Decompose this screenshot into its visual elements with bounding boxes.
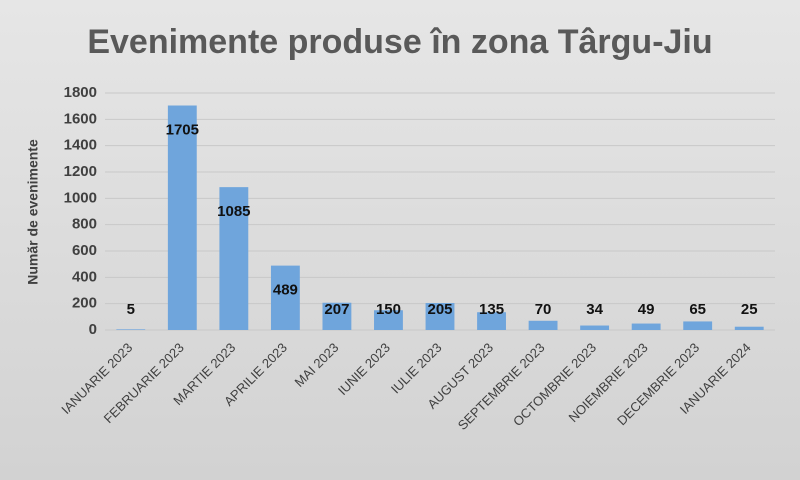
y-tick-label: 1600 [64, 110, 97, 127]
chart-title: Evenimente produse în zona Târgu-Jiu [87, 23, 712, 61]
bar [374, 310, 403, 330]
bar [631, 323, 661, 330]
bar [116, 329, 146, 330]
data-label: 1085 [217, 203, 250, 220]
data-label: 5 [127, 301, 135, 318]
data-label: 135 [479, 301, 504, 318]
bar [270, 265, 300, 330]
data-label: 207 [324, 301, 349, 318]
data-label: 205 [427, 301, 452, 318]
bar [219, 187, 249, 330]
bar [167, 105, 197, 330]
y-tick-label: 1800 [64, 84, 97, 101]
data-label: 25 [741, 301, 758, 318]
y-tick-label: 200 [72, 295, 97, 312]
y-tick-label: 600 [72, 242, 97, 259]
y-axis-label: Număr de evenimente [25, 139, 41, 285]
y-tick-label: 1200 [64, 163, 97, 180]
data-label: 65 [689, 301, 706, 318]
data-label: 489 [273, 282, 298, 299]
bar [322, 302, 352, 330]
bar [425, 303, 455, 330]
bar [528, 320, 558, 330]
data-label: 70 [535, 301, 552, 318]
data-label: 150 [376, 301, 401, 318]
bar [477, 312, 506, 330]
data-label: 34 [586, 301, 603, 318]
y-tick-label: 1000 [64, 189, 97, 206]
y-tick-label: 1400 [64, 137, 97, 154]
y-tick-label: 400 [72, 268, 97, 285]
data-label: 49 [638, 301, 655, 318]
bar [580, 325, 610, 330]
y-tick-label: 0 [89, 321, 97, 338]
bar [734, 326, 764, 330]
data-label: 1705 [166, 121, 199, 138]
y-tick-label: 800 [72, 216, 97, 233]
bar [683, 321, 713, 330]
